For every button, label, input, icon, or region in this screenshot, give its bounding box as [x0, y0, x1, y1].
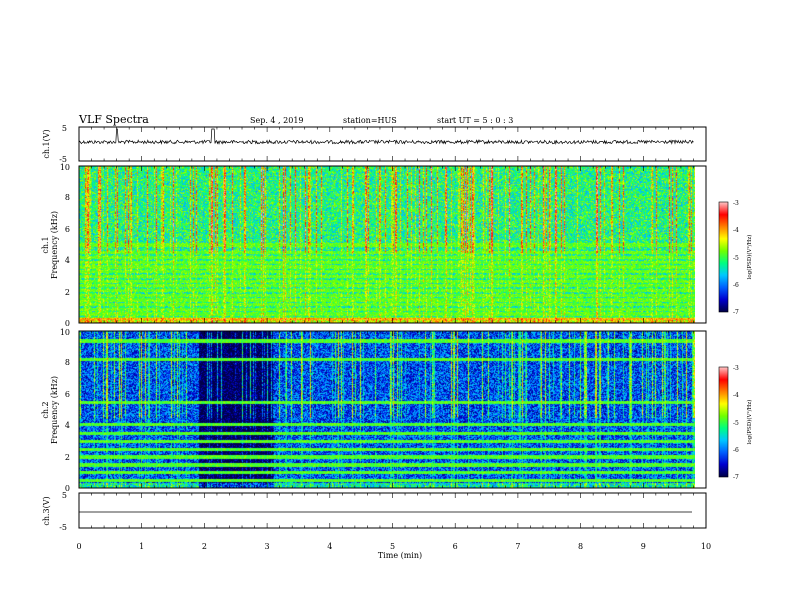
xtick-label-6: 6: [453, 542, 458, 551]
xtick-label-5: 5: [390, 542, 395, 551]
xtick-label-1: 1: [139, 542, 144, 551]
ch1-ytick-6: 6: [65, 225, 70, 234]
ch1-ytick-top: 5: [62, 124, 67, 133]
ch1-cbar-tick-m6: -6: [733, 282, 739, 289]
ch2-colorbar-frame: [718, 366, 729, 478]
x-axis-label: Time (min): [378, 551, 422, 560]
xtick-label-0: 0: [76, 542, 81, 551]
ch1-ytick-10: 10: [60, 163, 70, 172]
ch2-spectrogram-panel: 0 2 4 6 8 10 ch.2 Frequency (kHz): [41, 328, 707, 493]
ch2-ytick-10: 10: [60, 328, 70, 337]
ch2-spectrogram-image: [79, 331, 695, 488]
ch2-cbar-tick-m6: -6: [733, 447, 739, 454]
ch1-colorbar-gradient: [719, 202, 728, 312]
ch2-colorbar-label: log(PSD)(V²/Hz): [746, 400, 753, 445]
ch1-waveform-ticks: [78, 127, 707, 161]
ch2-colorbar-gradient: [719, 367, 728, 477]
ch1-ytick-4: 4: [65, 256, 70, 265]
ch1-ytick-bottom: -5: [59, 155, 67, 164]
ch1-waveform-trace: [78, 128, 694, 145]
ch2-ylabel-frequency: Frequency (kHz): [50, 376, 59, 444]
date-label: Sep. 4 , 2019: [250, 116, 304, 125]
ch1-waveform-panel: 5 -5 ch.1(V): [42, 124, 707, 164]
figure-title: VLF Spectra: [78, 113, 149, 126]
xtick-label-2: 2: [202, 542, 207, 551]
ch3-waveform-panel: 5 -5 ch.3(V): [42, 491, 707, 532]
ch1-ytick-8: 8: [65, 193, 70, 202]
ch2-ytick-0: 0: [65, 484, 70, 493]
ch1-waveform-frame: [78, 126, 707, 162]
xtick-label-9: 9: [641, 542, 646, 551]
ch1-cbar-tick-m3: -3: [733, 200, 739, 207]
ch2-cbar-tick-m4: -4: [733, 392, 739, 399]
ch1-ylabel-frequency: Frequency (kHz): [50, 211, 59, 279]
ch3-waveform-ticks: [78, 493, 707, 528]
ch2-spectrogram-ticks: [78, 331, 707, 488]
ch1-ylabel: ch.1(V): [42, 129, 51, 158]
xtick-label-10: 10: [701, 542, 711, 551]
xtick-label-4: 4: [327, 542, 332, 551]
ch1-colorbar-label: log(PSD)(V²/Hz): [746, 235, 753, 280]
ch2-cbar-tick-m3: -3: [733, 365, 739, 372]
ch2-ytick-6: 6: [65, 390, 70, 399]
start-time-label: start UT = 5 : 0 : 3: [437, 116, 513, 125]
ch2-ylabel-channel: ch.2: [41, 401, 50, 418]
ch2-colorbar: -3 -4 -5 -6 -7 log(PSD)(V²/Hz): [718, 365, 753, 481]
ch2-cbar-tick-m7: -7: [733, 474, 739, 481]
ch1-cbar-tick-m7: -7: [733, 309, 739, 316]
ch1-ylabel-channel: ch.1: [41, 236, 50, 253]
ch1-spectrogram-ticks: [78, 166, 707, 323]
ch1-colorbar: -3 -4 -5 -6 -7 log(PSD)(V²/Hz): [718, 200, 753, 316]
xtick-label-7: 7: [515, 542, 520, 551]
ch2-ytick-2: 2: [65, 453, 70, 462]
ch1-colorbar-frame: [718, 201, 729, 313]
ch1-spectrogram-panel: 0 2 4 6 8 10 ch.1 Frequency (kHz): [41, 163, 707, 328]
ch2-ytick-4: 4: [65, 421, 70, 430]
ch1-ytick-2: 2: [65, 288, 70, 297]
ch2-cbar-tick-m5: -5: [733, 420, 739, 427]
ch2-ytick-8: 8: [65, 358, 70, 367]
xtick-label-3: 3: [265, 542, 270, 551]
ch3-waveform-frame: [78, 492, 707, 529]
ch1-cbar-tick-m4: -4: [733, 227, 739, 234]
ch1-spectrogram-image: [79, 166, 695, 323]
ch1-cbar-tick-m5: -5: [733, 255, 739, 262]
x-axis: 0 1 2 3 4 5 6 7 8 9 10 Time (min): [76, 542, 711, 560]
ch1-ytick-0: 0: [65, 319, 70, 328]
ch3-ytick-top: 5: [62, 491, 67, 500]
ch3-ytick-bottom: -5: [59, 523, 67, 532]
ch3-ylabel: ch.3(V): [42, 496, 51, 525]
xtick-label-8: 8: [578, 542, 583, 551]
station-label: station=HUS: [343, 116, 397, 125]
